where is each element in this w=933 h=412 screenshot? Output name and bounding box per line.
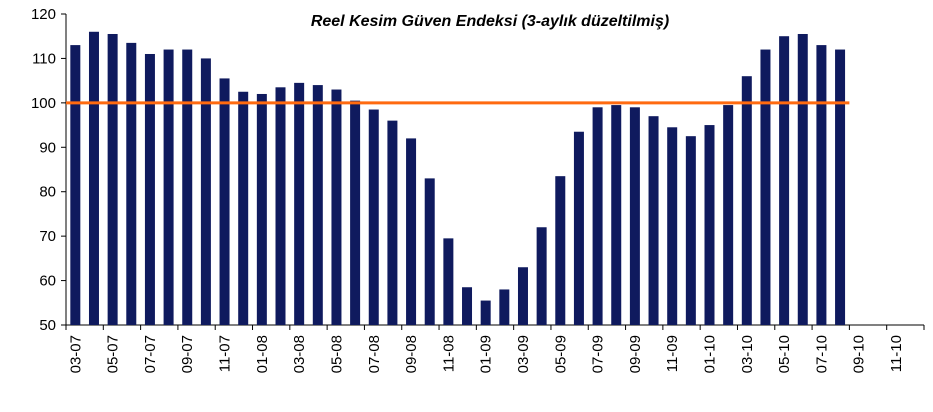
bar bbox=[462, 287, 473, 325]
bar bbox=[256, 93, 267, 325]
bar bbox=[406, 138, 417, 325]
x-tick-label: 11-07 bbox=[217, 335, 234, 372]
bar bbox=[424, 178, 435, 325]
bar bbox=[629, 107, 640, 325]
bar bbox=[760, 49, 771, 326]
bar bbox=[592, 107, 603, 325]
bar bbox=[88, 31, 99, 326]
bar bbox=[387, 120, 398, 325]
y-tick-label: 70 bbox=[39, 228, 56, 245]
x-tick-label: 11-10 bbox=[888, 335, 905, 372]
x-tick-label: 05-07 bbox=[105, 335, 122, 373]
bar bbox=[70, 45, 81, 325]
bar bbox=[816, 45, 827, 325]
x-tick-label: 01-08 bbox=[254, 335, 271, 373]
bar bbox=[182, 49, 193, 326]
bar bbox=[275, 87, 286, 325]
x-tick-label: 03-10 bbox=[739, 335, 756, 373]
chart-title: Reel Kesim Güven Endeksi (3-aylık düzelt… bbox=[311, 13, 669, 30]
bar bbox=[163, 49, 174, 326]
bar bbox=[648, 116, 659, 325]
y-tick-label: 60 bbox=[39, 273, 56, 290]
bar bbox=[797, 33, 808, 325]
x-tick-label: 03-09 bbox=[515, 335, 532, 373]
bar bbox=[294, 82, 305, 325]
bar bbox=[555, 176, 566, 325]
x-tick-label: 01-09 bbox=[478, 335, 495, 373]
bar bbox=[685, 136, 696, 325]
x-tick-label: 07-10 bbox=[813, 335, 830, 373]
x-tick-label: 05-09 bbox=[552, 335, 569, 373]
bar bbox=[704, 125, 715, 325]
bar bbox=[312, 85, 323, 325]
bar bbox=[517, 267, 528, 325]
bar bbox=[536, 227, 547, 325]
bar bbox=[611, 105, 622, 325]
bar bbox=[238, 91, 249, 325]
bar bbox=[126, 42, 137, 325]
bar bbox=[368, 109, 379, 326]
x-tick-label: 07-08 bbox=[366, 335, 383, 373]
x-tick-label: 09-08 bbox=[403, 335, 420, 373]
y-tick-label: 80 bbox=[39, 184, 56, 201]
bar bbox=[350, 100, 361, 325]
y-tick-label: 110 bbox=[32, 50, 56, 67]
y-tick-label: 50 bbox=[39, 317, 56, 334]
y-tick-label: 120 bbox=[31, 6, 56, 23]
bar bbox=[667, 127, 678, 326]
x-tick-label: 03-08 bbox=[291, 335, 308, 373]
x-tick-label: 09-10 bbox=[851, 335, 868, 373]
bar bbox=[331, 89, 342, 326]
bar bbox=[573, 131, 584, 325]
x-tick-label: 03-07 bbox=[67, 335, 84, 373]
x-tick-label: 11-09 bbox=[664, 335, 681, 372]
x-tick-label: 11-08 bbox=[440, 335, 457, 372]
bar bbox=[723, 105, 734, 325]
y-tick-label: 90 bbox=[39, 139, 56, 156]
bar bbox=[779, 36, 790, 325]
y-tick-label: 100 bbox=[31, 95, 56, 112]
x-tick-label: 09-07 bbox=[179, 335, 196, 373]
bar bbox=[835, 49, 846, 326]
bar bbox=[443, 238, 454, 325]
bar bbox=[107, 33, 118, 325]
bar bbox=[144, 53, 155, 325]
bar bbox=[200, 58, 211, 326]
x-tick-label: 05-10 bbox=[776, 335, 793, 373]
x-tick-label: 05-08 bbox=[328, 335, 345, 373]
x-tick-label: 09-09 bbox=[627, 335, 644, 373]
bar bbox=[480, 300, 491, 325]
bar bbox=[219, 78, 230, 326]
bar bbox=[741, 76, 752, 325]
bar bbox=[499, 289, 510, 325]
x-tick-label: 07-07 bbox=[142, 335, 159, 373]
x-tick-label: 07-09 bbox=[590, 335, 607, 373]
x-tick-label: 01-10 bbox=[702, 335, 719, 373]
